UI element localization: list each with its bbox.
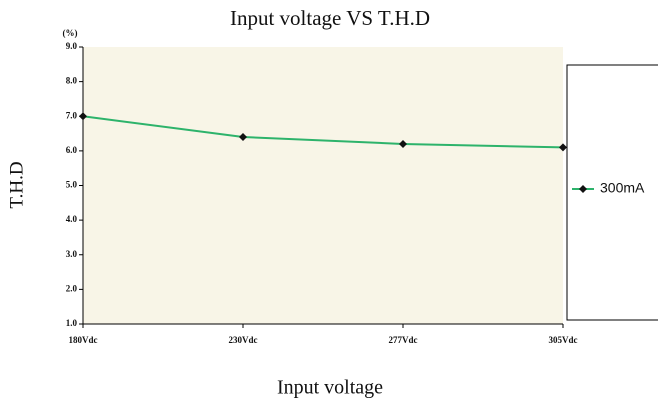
x-tick-label: 230Vdc (229, 335, 258, 345)
data-point (79, 112, 87, 121)
data-point (239, 133, 247, 142)
legend-box (566, 64, 658, 321)
y-tick-label: 2.0 (66, 283, 78, 293)
plot-area (83, 47, 563, 324)
y-tick-label: 1.0 (66, 318, 78, 328)
x-axis-label: Input voltage (277, 377, 383, 399)
y-tick-label: 8.0 (66, 76, 78, 86)
y-tick-label: 7.0 (66, 110, 78, 120)
series-line (82, 115, 564, 149)
y-tick-label: 9.0 (66, 41, 78, 51)
y-tick-label: 5.0 (66, 180, 78, 190)
y-tick-label: 4.0 (66, 214, 78, 224)
x-tick-label: 277Vdc (389, 335, 418, 345)
x-tick-label: 305Vdc (549, 335, 578, 345)
data-point (399, 139, 407, 148)
legend-label: 300mA (600, 180, 645, 196)
x-tick-label: 180Vdc (69, 335, 98, 345)
y-tick-label: 3.0 (66, 249, 78, 259)
legend-marker (579, 185, 587, 193)
y-axis-label: T.H.D (6, 161, 27, 208)
y-tick-label: 6.0 (66, 145, 78, 155)
data-point (559, 143, 567, 152)
y-unit: (%) (63, 28, 78, 38)
chart-title: Input voltage VS T.H.D (230, 6, 430, 30)
